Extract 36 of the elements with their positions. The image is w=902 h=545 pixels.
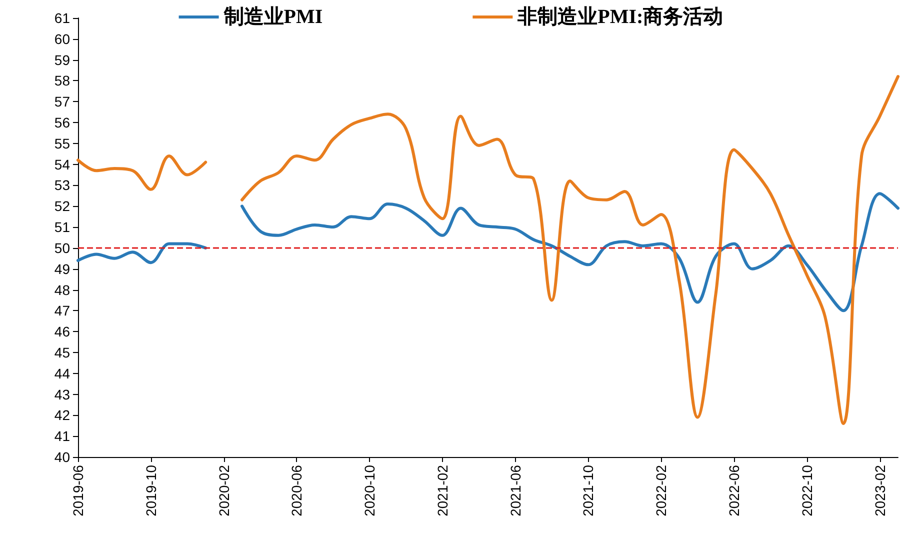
y-tick-label: 57: [54, 94, 70, 110]
x-tick-label: 2019-06: [70, 464, 86, 516]
y-tick-label: 54: [54, 156, 70, 172]
x-tick-label: 2020-06: [288, 464, 305, 516]
y-tick-label: 53: [54, 177, 70, 194]
y-tick-label: 40: [54, 449, 70, 465]
y-tick-label: 42: [54, 407, 70, 424]
y-tick-label: 60: [54, 30, 70, 47]
x-tick-label: 2022-10: [798, 464, 815, 516]
y-tick-label: 55: [54, 135, 70, 152]
x-tick-label: 2020-02: [216, 464, 232, 516]
x-tick-label: 2019-10: [142, 464, 159, 516]
y-tick-label: 56: [54, 114, 70, 131]
y-tick-label: 61: [54, 10, 70, 26]
x-tick-label: 2021-02: [434, 464, 450, 516]
y-tick-label: 51: [54, 219, 70, 236]
y-tick-label: 58: [54, 72, 70, 89]
legend-label: 制造业PMI: [222, 6, 323, 28]
y-tick-label: 45: [54, 344, 70, 360]
x-tick-label: 2022-06: [726, 464, 742, 516]
y-tick-label: 44: [54, 365, 70, 382]
y-tick-label: 43: [54, 386, 70, 402]
y-tick-label: 49: [54, 260, 70, 277]
x-tick-label: 2021-06: [507, 464, 524, 516]
y-tick-label: 59: [54, 52, 70, 68]
legend-label: 非制造业PMI:商务活动: [516, 5, 724, 28]
x-tick-label: 2023-02: [872, 464, 888, 516]
y-tick-label: 46: [54, 324, 70, 340]
y-tick-label: 52: [54, 198, 70, 214]
y-tick-label: 48: [54, 282, 70, 298]
x-tick-label: 2022-02: [653, 464, 670, 516]
x-tick-label: 2020-10: [362, 464, 378, 516]
y-tick-label: 50: [54, 240, 70, 256]
x-tick-label: 2021-10: [580, 464, 596, 516]
y-tick-label: 41: [54, 428, 70, 444]
y-tick-label: 47: [54, 302, 70, 319]
